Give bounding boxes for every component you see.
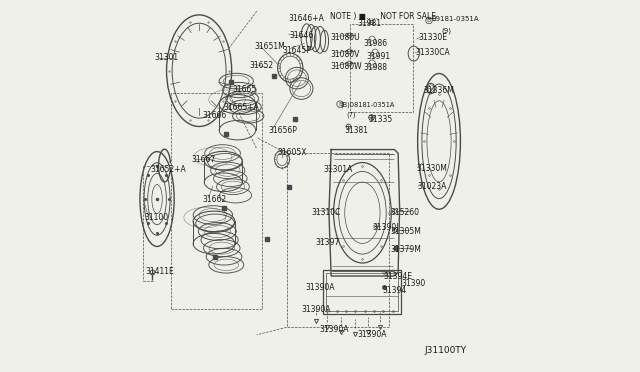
Text: 31301A: 31301A <box>324 165 353 174</box>
Text: 31080W: 31080W <box>330 62 362 71</box>
Text: 31645P: 31645P <box>283 46 312 55</box>
Text: (7): (7) <box>346 111 356 118</box>
Text: 31411E: 31411E <box>146 267 175 276</box>
Text: (9): (9) <box>441 27 451 34</box>
Text: 31390A: 31390A <box>305 283 335 292</box>
Text: NOTE ) ■..... NOT FOR SALE: NOTE ) ■..... NOT FOR SALE <box>330 12 436 21</box>
Text: 31390J: 31390J <box>372 223 399 232</box>
Text: 31394E: 31394E <box>383 272 412 280</box>
Text: 31390A: 31390A <box>357 330 387 339</box>
Text: 09181-0351A: 09181-0351A <box>431 16 479 22</box>
Bar <box>326 273 398 311</box>
Text: B: B <box>338 102 342 107</box>
Text: 31394: 31394 <box>383 286 407 295</box>
Text: 31379M: 31379M <box>390 246 421 254</box>
Text: 31330E: 31330E <box>419 33 447 42</box>
Text: 31390: 31390 <box>402 279 426 288</box>
Text: 31305M: 31305M <box>390 227 422 236</box>
Bar <box>287 153 389 327</box>
Bar <box>172 93 262 309</box>
Text: 31023A: 31023A <box>417 182 447 191</box>
Text: 31981: 31981 <box>357 19 381 28</box>
Text: (B)08181-0351A: (B)08181-0351A <box>340 102 395 108</box>
Text: 31986: 31986 <box>364 39 388 48</box>
Text: 31666: 31666 <box>203 111 227 120</box>
Text: 31390A: 31390A <box>301 305 331 314</box>
Text: 31667: 31667 <box>191 155 216 164</box>
Text: 31991: 31991 <box>366 52 390 61</box>
Text: 31310C: 31310C <box>312 208 341 217</box>
Text: 31605X: 31605X <box>277 148 307 157</box>
Text: 31381: 31381 <box>344 126 368 135</box>
Text: 31662: 31662 <box>203 195 227 203</box>
Text: 31651M: 31651M <box>255 42 285 51</box>
Text: 31080V: 31080V <box>330 50 360 59</box>
Text: 31646+A: 31646+A <box>289 14 324 23</box>
Text: 315260: 315260 <box>390 208 420 217</box>
Text: 31652: 31652 <box>250 61 273 70</box>
Text: 31988: 31988 <box>364 63 388 72</box>
Text: 31100: 31100 <box>145 213 168 222</box>
Text: 31665: 31665 <box>232 85 257 94</box>
Text: 31301: 31301 <box>154 53 179 62</box>
Text: 31330M: 31330M <box>416 164 447 173</box>
Text: 31665+A: 31665+A <box>223 103 259 112</box>
Text: 31336M: 31336M <box>424 86 454 94</box>
Text: B: B <box>427 18 431 23</box>
Text: 31652+A: 31652+A <box>151 165 186 174</box>
Text: 31646: 31646 <box>289 31 314 40</box>
Text: 31397: 31397 <box>316 238 340 247</box>
Text: 31390A: 31390A <box>319 325 349 334</box>
Text: 31080U: 31080U <box>330 33 360 42</box>
Text: 31330CA: 31330CA <box>415 48 450 57</box>
Bar <box>349 24 413 112</box>
Text: 31656P: 31656P <box>268 126 297 135</box>
Text: J31100TY: J31100TY <box>424 346 467 355</box>
Text: 31335: 31335 <box>369 115 392 124</box>
Bar <box>323 270 401 314</box>
